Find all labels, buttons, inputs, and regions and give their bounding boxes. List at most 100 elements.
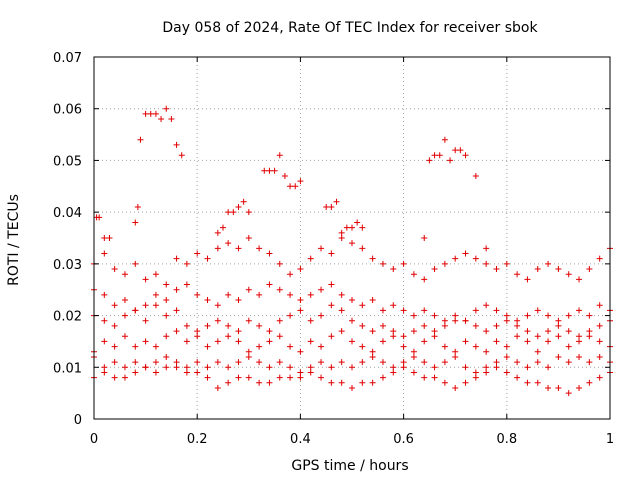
data-point: [142, 364, 149, 371]
data-point: [307, 364, 314, 371]
data-point: [142, 302, 149, 309]
data-point: [245, 235, 252, 241]
data-point: [220, 224, 226, 231]
data-point: [245, 374, 252, 381]
data-point: [431, 328, 438, 335]
data-point: [338, 291, 345, 298]
data-point: [534, 307, 541, 314]
data-point: [256, 379, 263, 386]
data-point: [276, 260, 283, 267]
data-point: [163, 353, 170, 360]
data-point: [163, 297, 170, 304]
data-point: [576, 333, 583, 340]
data-point: [132, 307, 139, 314]
data-point: [101, 291, 108, 298]
data-point: [379, 260, 386, 267]
data-point: [142, 110, 149, 117]
data-point: [261, 167, 268, 174]
data-point: [586, 379, 593, 386]
data-point: [421, 235, 428, 241]
data-point: [194, 333, 201, 340]
data-point: [379, 322, 386, 329]
data-point: [503, 343, 510, 350]
data-point: [194, 359, 201, 366]
data-point: [163, 312, 170, 319]
data-point: [183, 260, 190, 267]
data-point: [441, 260, 448, 267]
data-point: [173, 328, 180, 335]
data-point: [338, 359, 345, 366]
data-point: [173, 307, 180, 314]
data-point: [225, 364, 232, 371]
data-point: [256, 291, 263, 298]
data-point: [472, 307, 479, 314]
y-tick-label: 0: [74, 413, 82, 428]
data-point: [493, 307, 500, 314]
data-point: [287, 183, 294, 190]
data-point: [514, 359, 521, 366]
data-point: [183, 338, 190, 345]
data-point: [359, 359, 366, 366]
data-point: [142, 317, 149, 324]
data-point: [214, 359, 221, 366]
data-point: [204, 322, 211, 329]
data-point: [121, 374, 128, 381]
data-point: [307, 291, 314, 298]
data-point: [421, 307, 428, 314]
data-point: [514, 333, 521, 340]
data-point: [514, 317, 521, 324]
data-point: [400, 333, 407, 340]
x-axis-ticks: 0 0.2 0.4 0.6 0.8 1: [90, 57, 614, 447]
data-point: [338, 328, 345, 335]
data-point: [472, 343, 479, 350]
y-axis-label: ROTI / TECUs: [6, 194, 22, 286]
data-point: [245, 348, 252, 355]
data-point: [565, 312, 572, 319]
data-point: [276, 152, 283, 159]
data-point: [266, 364, 273, 371]
data-point: [534, 348, 541, 355]
data-point: [576, 338, 583, 345]
data-point: [369, 255, 376, 262]
data-point: [343, 224, 350, 231]
data-point: [163, 281, 170, 288]
data-point: [410, 353, 417, 360]
data-point: [121, 333, 128, 340]
data-point: [266, 250, 273, 257]
y-axis-ticks: 0 0.01 0.02 0.03 0.04 0.05 0.06 0.07: [53, 51, 610, 428]
data-point: [514, 374, 521, 381]
data-point: [493, 359, 500, 366]
data-point: [349, 240, 355, 247]
data-points: [91, 105, 613, 397]
data-point: [400, 359, 407, 366]
data-point: [410, 348, 417, 355]
data-point: [534, 379, 541, 386]
x-tick-label: 1: [606, 432, 614, 447]
data-point: [447, 157, 454, 164]
data-point: [545, 384, 552, 391]
data-point: [266, 379, 273, 386]
data-point: [292, 183, 299, 190]
data-point: [256, 343, 263, 350]
data-point: [338, 235, 345, 241]
data-point: [276, 317, 283, 324]
data-point: [204, 364, 211, 371]
data-point: [534, 359, 541, 366]
data-point: [101, 364, 108, 371]
data-point: [111, 359, 118, 366]
data-point: [452, 384, 459, 391]
x-tick-label: 0.2: [187, 432, 208, 447]
data-point: [266, 167, 273, 174]
data-point: [194, 369, 201, 376]
data-point: [318, 359, 325, 366]
data-point: [121, 364, 128, 371]
data-point: [287, 343, 294, 350]
data-point: [225, 209, 232, 216]
data-point: [256, 245, 263, 252]
data-point: [158, 116, 165, 123]
data-point: [132, 343, 139, 350]
data-point: [586, 333, 593, 340]
data-point: [297, 348, 304, 355]
data-point: [426, 157, 433, 164]
data-point: [441, 359, 448, 366]
